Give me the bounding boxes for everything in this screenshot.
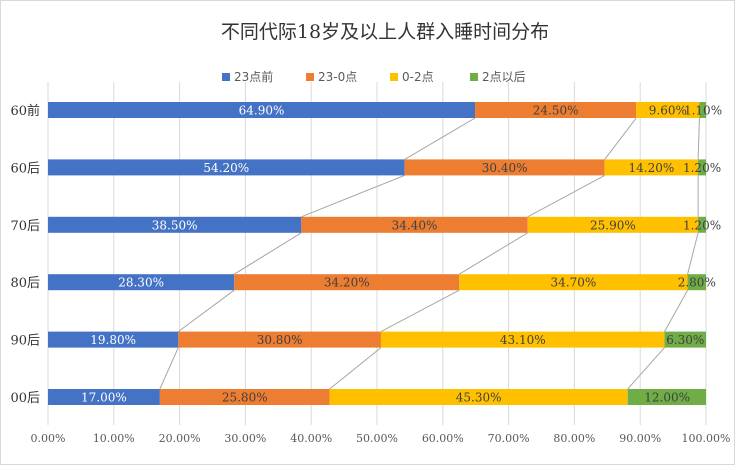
data-label: 25.80% (222, 391, 268, 405)
data-label: 28.30% (118, 276, 164, 290)
gridlines (47, 82, 707, 425)
data-label: 38.50% (152, 218, 198, 232)
bar-segment (636, 102, 700, 118)
series-line (404, 117, 476, 160)
data-label: 14.20% (629, 161, 675, 175)
data-label: 34.40% (392, 218, 438, 232)
x-tick-label: 20.00% (159, 432, 201, 445)
bar-segment (664, 331, 706, 348)
data-label: 1.10% (684, 104, 722, 118)
bar-segment (380, 331, 665, 348)
data-label: 1.20% (683, 218, 721, 232)
bar-segment (48, 389, 160, 405)
bar-segment (329, 389, 628, 405)
bar-segment (234, 274, 460, 291)
x-tick-label: 70.00% (488, 432, 530, 445)
data-label: 30.80% (257, 333, 303, 347)
category-label: 00后 (10, 391, 40, 406)
series-line (380, 289, 460, 333)
data-label: 1.20% (683, 161, 721, 175)
bar-segment (627, 389, 706, 405)
series-line (527, 174, 605, 218)
data-label: 64.90% (239, 104, 285, 118)
bar-segment (48, 159, 405, 176)
legend-label: 23点前 (234, 69, 273, 84)
data-label: 25.90% (590, 218, 636, 232)
x-tick-label: 80.00% (553, 432, 595, 445)
data-label: 24.50% (533, 104, 579, 118)
legend-label: 23-0点 (318, 70, 357, 84)
series-line (604, 117, 637, 160)
bar-segment (48, 274, 235, 291)
bar-segment (301, 216, 528, 233)
category-label: 60前 (10, 103, 40, 119)
series-line (687, 232, 699, 275)
data-label: 54.20% (203, 161, 249, 175)
x-tick-label: 60.00% (422, 432, 464, 445)
series-line (697, 117, 700, 160)
bar-segment (48, 102, 476, 118)
data-label: 2.80% (678, 276, 716, 290)
x-tick-label: 10.00% (93, 432, 135, 445)
x-tick-label: 40.00% (290, 432, 332, 445)
bar-segment (159, 389, 330, 405)
chart-title: 不同代际18岁及以上人群入睡时间分布 (221, 21, 549, 43)
legend-swatch (306, 73, 314, 81)
legend-label: 2点以后 (482, 70, 526, 84)
category-label: 60后 (10, 161, 40, 176)
bar-segment (404, 159, 605, 176)
legend: 23点前 23-0点 0-2点 2点以后 (222, 69, 526, 84)
x-tick-label: 90.00% (619, 432, 661, 445)
legend-swatch (222, 73, 230, 81)
series-line (159, 347, 179, 390)
legend-swatch (470, 73, 478, 81)
bars: 64.90% 24.50% 9.60%1.10% 54.20% 30.40% 14.20%… (48, 102, 722, 405)
category-label: 90后 (10, 334, 40, 349)
bar-segment (604, 159, 699, 176)
category-label: 80后 (10, 276, 40, 291)
data-label: 34.20% (324, 276, 370, 290)
legend-swatch (390, 73, 398, 81)
bar-segment (48, 331, 179, 348)
data-label: 17.00% (81, 391, 127, 405)
x-tick-label: 100.00% (682, 432, 731, 445)
bar-segment (698, 216, 706, 233)
data-label: 12.00% (644, 391, 690, 405)
series-line (664, 289, 689, 332)
bar-segment (687, 274, 706, 291)
bar-segment (178, 331, 381, 348)
bar-segment (699, 102, 706, 118)
legend-label: 0-2点 (402, 70, 434, 84)
category-label: 70后 (10, 219, 40, 234)
series-line (301, 174, 405, 218)
series-line (329, 347, 382, 390)
data-label: 9.60% (649, 104, 687, 118)
series-line (233, 232, 302, 275)
data-label: 19.80% (90, 333, 136, 347)
data-label: 6.30% (666, 333, 704, 347)
bar-segment (527, 216, 699, 233)
bar-segment (48, 216, 302, 233)
data-label: 34.70% (551, 276, 597, 290)
x-tick-label: 50.00% (356, 432, 398, 445)
bar-segment (698, 159, 706, 176)
series-line (627, 347, 665, 390)
data-label: 30.40% (482, 161, 528, 175)
bar-segment (459, 274, 688, 291)
x-tick-label: 30.00% (224, 432, 266, 445)
series-lines (159, 117, 700, 390)
bar-segment (475, 102, 637, 118)
series-line (177, 289, 235, 333)
data-label: 45.30% (456, 391, 502, 405)
data-label: 43.10% (500, 333, 546, 347)
series-line (458, 232, 528, 275)
axes: 0.00% 10.00% 20.00% 30.00% 40.00% 50.00% 60.00… (10, 103, 730, 445)
x-tick-label: 0.00% (31, 432, 66, 445)
